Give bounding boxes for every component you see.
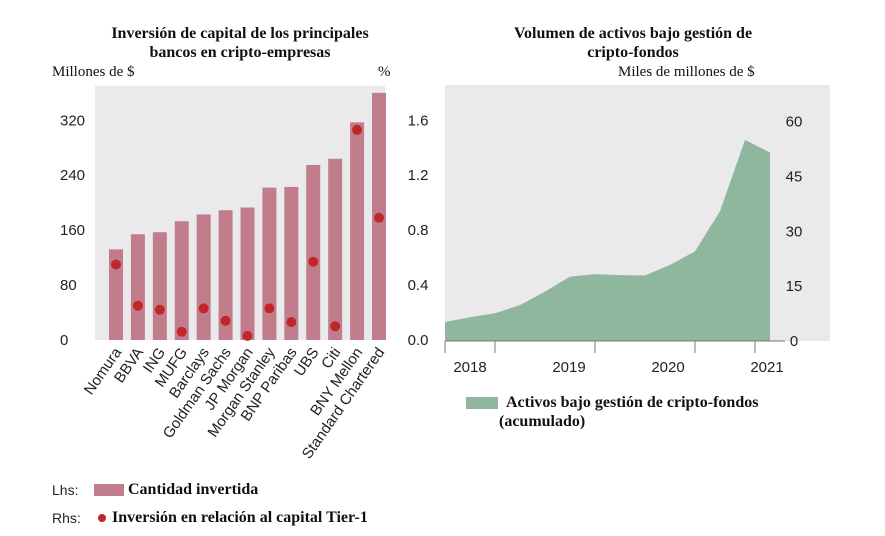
right-y-tick-label: 1.2 [408, 167, 429, 184]
right-chart-title-line-2: cripto-fondos [587, 44, 679, 61]
bar [350, 122, 365, 340]
left-axis-unit: Millones de $ [52, 64, 135, 80]
bar [174, 221, 189, 340]
legend-dot-swatch [98, 514, 106, 522]
dot-marker [264, 303, 275, 314]
left-bar-chart: 0801602403200.00.40.81.21.6NomuraBBVAING… [60, 86, 429, 462]
y-tick-label: 60 [786, 114, 803, 131]
x-tick-label: 2021 [750, 359, 783, 376]
x-tick-label: 2018 [453, 359, 486, 376]
legend-area: Activos bajo gestión de cripto-fondos [466, 393, 758, 412]
dot-marker [220, 315, 231, 326]
bar [306, 164, 321, 340]
legend-lhs: Lhs: Cantidad invertida [52, 481, 258, 499]
legend-area-label: Activos bajo gestión de cripto-fondos [506, 393, 758, 412]
right-y-tick-label: 0.4 [408, 277, 429, 294]
x-tick-label: 2019 [552, 359, 585, 376]
right-y-tick-label: 1.6 [408, 112, 429, 129]
dot-marker [330, 321, 341, 332]
left-y-tick-label: 0 [60, 332, 68, 349]
right-chart-title-line-1: Volumen de activos bajo gestión de [513, 25, 753, 42]
y-tick-label: 45 [786, 168, 803, 185]
legend-area-label-line-1: Activos bajo gestión de cripto-fondos [506, 394, 759, 411]
legend-rhs-key: Rhs: [52, 510, 81, 526]
legend-area-swatch [466, 397, 498, 409]
bar [218, 210, 233, 340]
bar [130, 234, 145, 340]
dot-marker [132, 300, 143, 311]
dot-marker [176, 326, 187, 337]
dot-marker [242, 330, 253, 341]
right-chart-unit: Miles de millones de $ [618, 64, 755, 80]
dot-marker [111, 259, 121, 270]
bar [284, 186, 299, 340]
bar [240, 207, 255, 340]
dot-marker [352, 124, 363, 135]
dot-marker [154, 304, 165, 315]
y-tick-label: 30 [786, 223, 803, 240]
left-y-tick-label: 240 [60, 167, 85, 184]
bar [109, 249, 123, 340]
x-tick-label: 2020 [651, 359, 684, 376]
bar [262, 187, 277, 340]
legend-rhs-label: Inversión en relación al capital Tier-1 [112, 509, 368, 526]
dot-marker [198, 303, 209, 314]
dot-marker [308, 256, 319, 267]
right-y-tick-label: 0.0 [408, 332, 429, 349]
legend-bar-swatch [94, 484, 124, 496]
right-axis-unit: % [378, 64, 391, 80]
legend-lhs-label: Cantidad invertida [128, 481, 259, 498]
area-series [445, 139, 770, 341]
y-tick-label: 15 [786, 278, 803, 295]
right-area-chart: 0 15 30 45 60 2018 2019 2020 2021 [444, 85, 830, 376]
left-y-tick-label: 80 [60, 277, 77, 294]
left-chart-title-line-1: Inversión de capital de los principales [111, 25, 369, 42]
right-chart-title: Volumen de activos bajo gestión de cript… [448, 24, 818, 62]
legend-lhs-key: Lhs: [52, 482, 79, 498]
bar [328, 158, 343, 340]
right-y-tick-label: 0.8 [408, 222, 429, 239]
legend-area-label-line-2: (acumulado) [499, 413, 586, 430]
left-y-tick-label: 160 [60, 222, 85, 239]
dot-marker [286, 317, 297, 328]
y-tick-label: 0 [790, 333, 798, 350]
left-chart-title-line-2: bancos en cripto-empresas [149, 44, 331, 61]
left-chart-title: Inversión de capital de los principales … [40, 24, 440, 62]
dot-marker [374, 212, 384, 223]
left-y-tick-label: 320 [60, 112, 85, 129]
legend-rhs: Rhs: Inversión en relación al capital Ti… [52, 509, 368, 527]
